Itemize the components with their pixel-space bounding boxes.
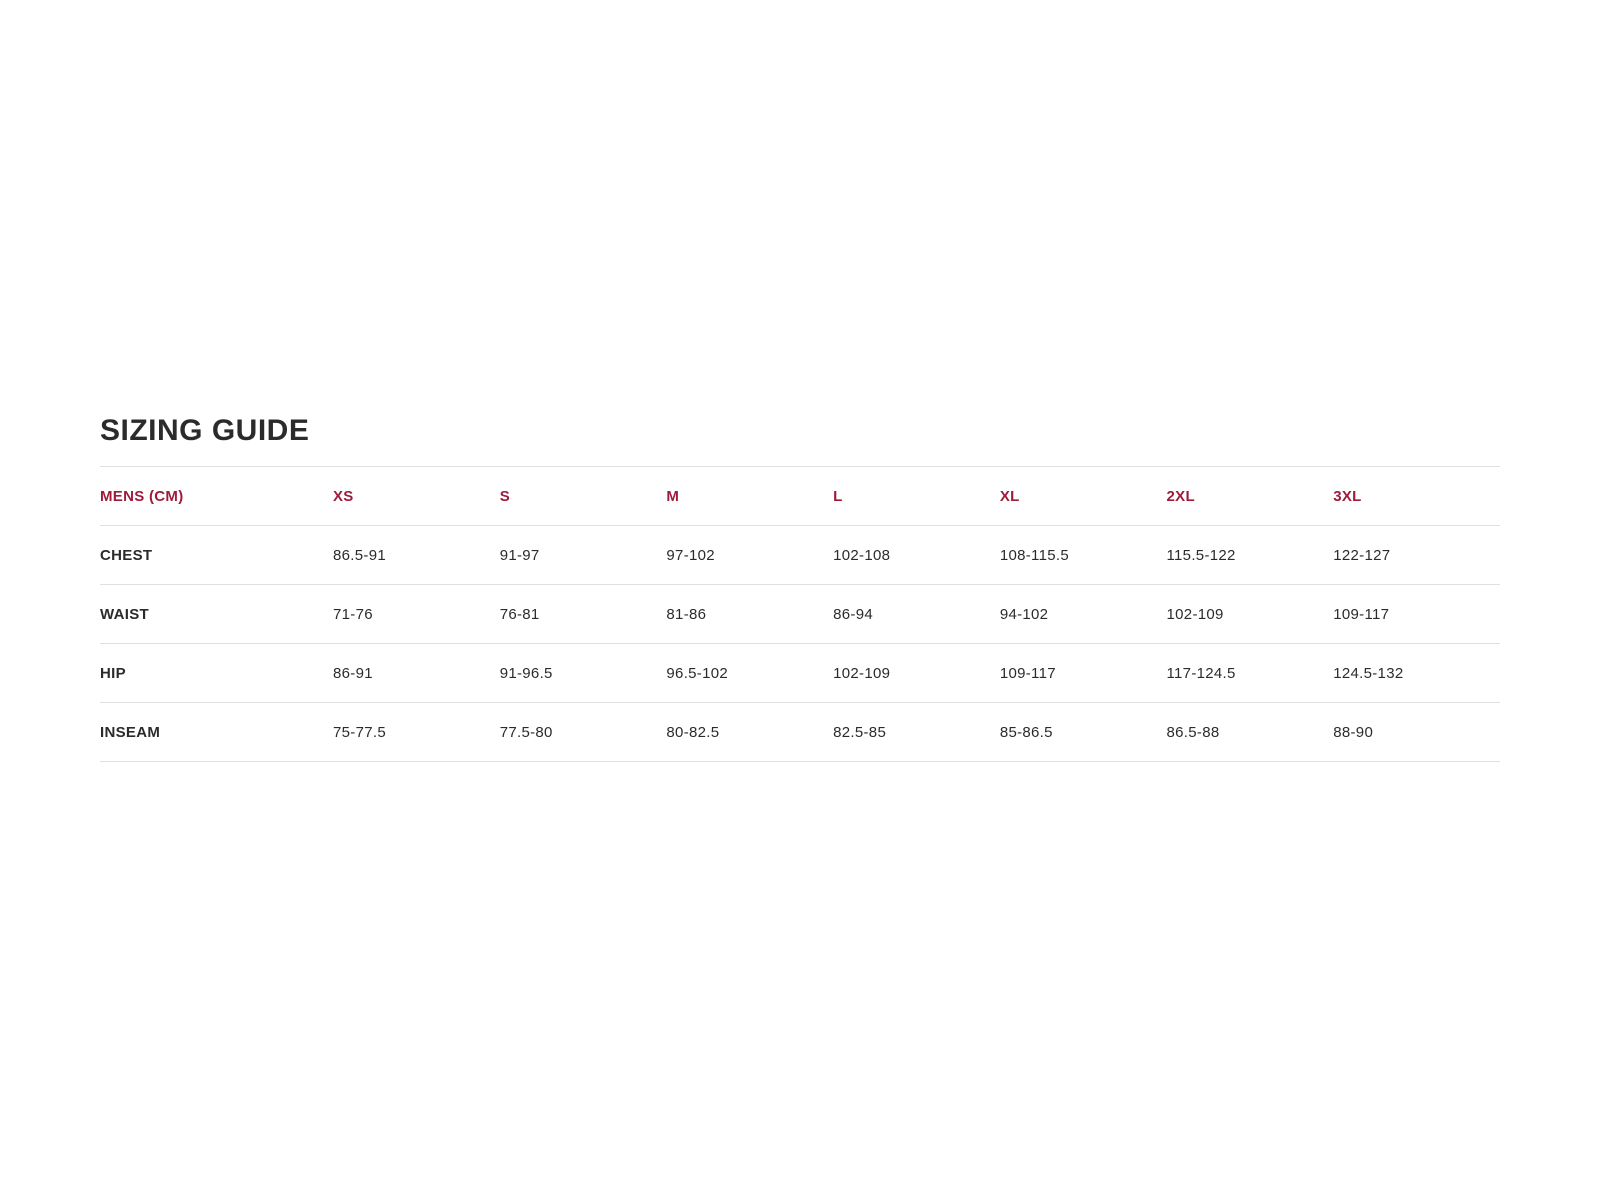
table-cell: 97-102 [666,546,715,564]
table-cell: 91-96.5 [499,664,553,682]
table-row-inseam: INSEAM 75-77.5 77.5-80 80-82.5 82.5-85 8… [100,702,1500,762]
table-cell: 124.5-132 [1333,664,1404,682]
table-cell: 102-108 [833,546,891,564]
table-cell: 81-86 [666,605,707,623]
table-cell: 91-97 [499,546,540,564]
column-header-xs: XS [333,487,354,505]
table-cell: 94-102 [999,605,1049,623]
table-cell: 75-77.5 [333,723,386,741]
table-cell: 115.5-122 [1166,546,1236,564]
row-label-inseam: INSEAM [100,723,161,741]
table-cell: 88-90 [1333,723,1374,741]
table-cell: 82.5-85 [833,723,887,741]
column-header-3xl: 3XL [1333,487,1362,505]
table-header-row: MENS (CM) XS S M L XL 2XL 3XL [100,466,1500,526]
column-header-l: L [833,487,843,505]
column-header-s: S [499,487,511,505]
sizing-guide-title: SIZING GUIDE [100,414,310,447]
row-label-waist: WAIST [100,605,149,623]
table-cell: 117-124.5 [1166,664,1236,682]
table-cell: 86-94 [833,605,873,623]
column-header-xl: XL [999,487,1020,505]
table-cell: 86.5-91 [333,546,386,564]
table-cell: 86-91 [333,664,373,682]
sizing-table: MENS (CM) XS S M L XL 2XL 3XL CHEST 86.5… [100,466,1500,762]
table-cell: 80-82.5 [666,723,720,741]
column-header-mens-cm: MENS (CM) [100,487,184,505]
table-row-waist: WAIST 71-76 76-81 81-86 86-94 94-102 102… [100,584,1500,644]
table-row-hip: HIP 86-91 91-96.5 96.5-102 102-109 109-1… [100,643,1500,703]
column-header-m: M [666,487,680,505]
table-cell: 108-115.5 [999,546,1069,564]
table-cell: 102-109 [1166,605,1224,623]
row-label-hip: HIP [100,664,126,682]
table-row-chest: CHEST 86.5-91 91-97 97-102 102-108 108-1… [100,525,1500,585]
sizing-guide-section: SIZING GUIDE MENS (CM) XS S M L XL 2XL 3… [100,416,1500,762]
table-cell: 109-117 [1333,605,1390,623]
table-cell: 96.5-102 [666,664,729,682]
table-cell: 77.5-80 [499,723,553,741]
table-cell: 122-127 [1333,546,1391,564]
table-cell: 85-86.5 [999,723,1053,741]
table-cell: 102-109 [833,664,891,682]
table-cell: 71-76 [333,605,373,623]
row-label-chest: CHEST [100,546,153,564]
table-cell: 76-81 [499,605,540,623]
column-header-2xl: 2XL [1166,487,1195,505]
table-cell: 86.5-88 [1166,723,1220,741]
table-cell: 109-117 [999,664,1056,682]
